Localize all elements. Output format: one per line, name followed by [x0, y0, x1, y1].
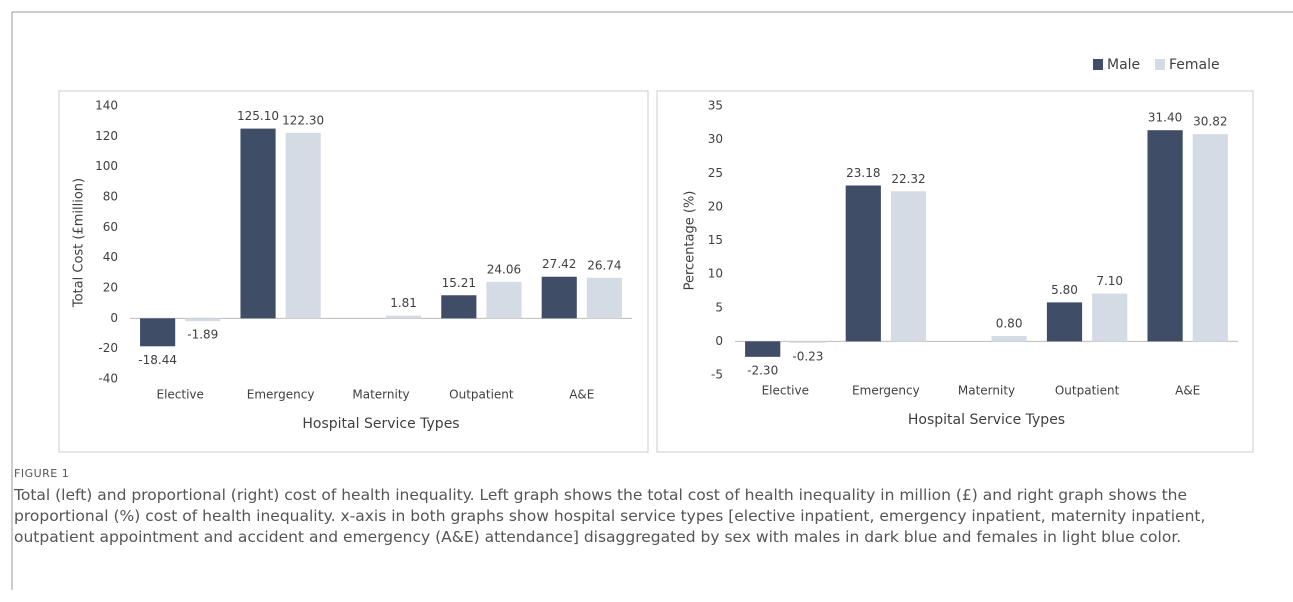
data-label: -1.89	[187, 328, 218, 342]
y-tick-label: 20	[103, 281, 118, 295]
x-tick-label: Outpatient	[1055, 384, 1120, 398]
bar	[586, 277, 622, 319]
y-tick-label: 0	[110, 311, 118, 325]
data-label: 122.30	[282, 113, 324, 127]
data-label: 5.80	[1051, 283, 1078, 297]
y-tick-label: 80	[103, 190, 118, 204]
bar	[285, 132, 321, 319]
data-label: 23.18	[846, 166, 880, 180]
x-tick-label: Maternity	[352, 388, 409, 402]
legend-label: Female	[1169, 57, 1220, 73]
x-axis-title: Hospital Service Types	[908, 412, 1065, 428]
y-tick-label: 25	[708, 166, 723, 180]
y-tick-label: 100	[95, 159, 118, 173]
data-label: 0.80	[996, 316, 1023, 330]
bar	[1092, 293, 1128, 342]
y-axis-title: Total Cost (£million)	[72, 178, 87, 308]
x-axis-title: Hospital Service Types	[302, 416, 459, 432]
data-label: 7.10	[1096, 274, 1123, 288]
y-tick-label: 10	[708, 267, 723, 281]
bar	[140, 318, 176, 347]
bar	[745, 341, 781, 357]
bar	[790, 341, 826, 343]
caption-text: Total (left) and proportional (right) co…	[14, 486, 1206, 546]
data-label: 31.40	[1148, 111, 1182, 125]
data-label: 24.06	[487, 262, 521, 276]
bar	[991, 335, 1027, 342]
legend-label: Male	[1107, 57, 1140, 73]
y-tick-label: 30	[708, 132, 723, 146]
data-label: -2.30	[747, 363, 778, 377]
data-label: -18.44	[138, 353, 177, 367]
data-label: 1.81	[390, 296, 417, 310]
y-tick-label: 40	[103, 250, 118, 264]
y-tick-label: -40	[98, 372, 118, 386]
y-tick-label: 20	[708, 199, 723, 213]
y-tick-label: 5	[715, 300, 723, 314]
x-tick-label: Outpatient	[449, 388, 514, 402]
bar	[890, 191, 927, 342]
x-tick-label: Elective	[156, 388, 203, 402]
x-tick-label: A&E	[1175, 384, 1200, 398]
y-tick-label: 120	[95, 129, 118, 143]
y-tick-label: 60	[103, 220, 118, 234]
y-tick-label: -5	[711, 368, 723, 382]
legend-swatch	[1155, 59, 1165, 70]
bar	[1147, 130, 1183, 342]
x-tick-label: Emergency	[852, 384, 920, 398]
data-label: 27.42	[542, 257, 576, 271]
bar	[185, 318, 221, 322]
bar	[386, 315, 422, 319]
bar	[240, 128, 276, 319]
data-label: 125.10	[237, 109, 279, 123]
x-tick-label: Emergency	[247, 388, 315, 402]
panel-left	[58, 90, 649, 453]
y-tick-label: 140	[95, 99, 118, 113]
data-label: -0.23	[792, 349, 823, 363]
frame-left-lower	[11, 460, 13, 590]
bar	[486, 281, 522, 319]
panel-right	[656, 90, 1254, 453]
x-tick-label: Maternity	[958, 384, 1015, 398]
data-label: 26.74	[587, 258, 621, 272]
caption-label: FIGURE 1	[14, 467, 70, 480]
y-tick-label: 15	[708, 233, 723, 247]
bar	[441, 295, 477, 319]
y-tick-label: 35	[708, 99, 723, 113]
y-axis-title: Percentage (%)	[683, 191, 698, 291]
data-label: 22.32	[891, 172, 925, 186]
y-tick-label: -20	[98, 341, 118, 355]
bar	[1192, 134, 1228, 342]
x-tick-label: Elective	[762, 384, 809, 398]
bar	[541, 276, 577, 319]
bar	[845, 185, 881, 342]
y-tick-label: 0	[715, 334, 723, 348]
legend-swatch	[1093, 59, 1103, 70]
data-label: 15.21	[442, 276, 476, 290]
bar	[1046, 302, 1083, 342]
data-label: 30.82	[1193, 115, 1227, 129]
x-tick-label: A&E	[569, 388, 594, 402]
